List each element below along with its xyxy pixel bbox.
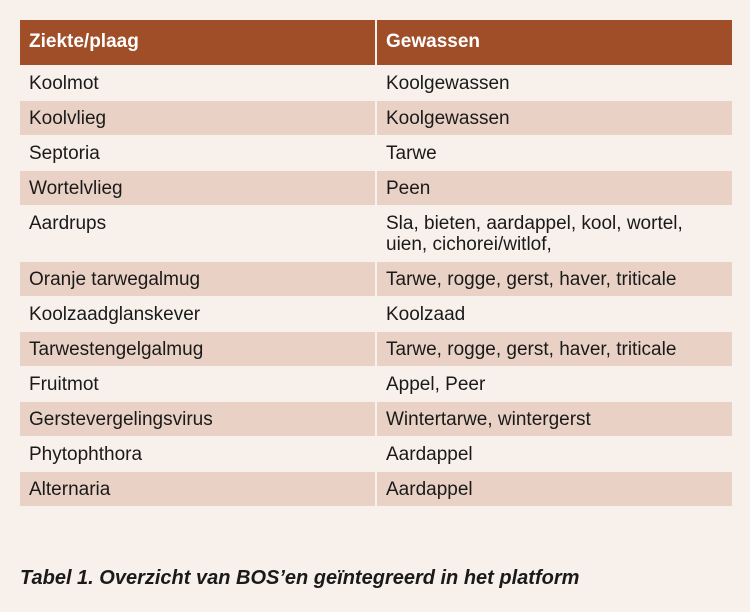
table-row: Aardrups Sla, bieten, aardappel, kool, w… — [20, 204, 732, 261]
table-row: Oranje tarwegalmug Tarwe, rogge, gerst, … — [20, 260, 732, 296]
cell-ziekte-plaag: Gerstevergelingsvirus — [20, 400, 377, 436]
cell-ziekte-plaag: Phytophthora — [20, 435, 377, 471]
cell-gewassen: Sla, bieten, aardappel, kool, wortel, ui… — [376, 204, 732, 261]
cell-ziekte-plaag: Fruitmot — [20, 365, 377, 401]
cell-gewassen: Wintertarwe, wintergerst — [376, 400, 732, 436]
cell-gewassen: Aardappel — [376, 435, 732, 471]
table-row: Koolvlieg Koolgewassen — [20, 99, 732, 135]
table-row: Koolzaadglanskever Koolzaad — [20, 295, 732, 331]
cell-ziekte-plaag: Tarwestengelgalmug — [20, 330, 377, 366]
data-table: Ziekte/plaag Gewassen Koolmot Koolgewass… — [20, 20, 732, 506]
cell-gewassen: Peen — [376, 169, 732, 205]
table-row: Tarwestengelgalmug Tarwe, rogge, gerst, … — [20, 330, 732, 366]
cell-gewassen: Koolgewassen — [376, 64, 732, 100]
table-row: Phytophthora Aardappel — [20, 435, 732, 471]
cell-ziekte-plaag: Oranje tarwegalmug — [20, 260, 377, 296]
cell-gewassen: Tarwe — [376, 134, 732, 170]
cell-gewassen: Koolzaad — [376, 295, 732, 331]
cell-ziekte-plaag: Koolzaadglanskever — [20, 295, 377, 331]
table-row: Koolmot Koolgewassen — [20, 64, 732, 100]
table-row: Septoria Tarwe — [20, 134, 732, 170]
column-header-gewassen: Gewassen — [376, 20, 732, 65]
cell-ziekte-plaag: Koolmot — [20, 64, 377, 100]
cell-gewassen: Appel, Peer — [376, 365, 732, 401]
cell-ziekte-plaag: Septoria — [20, 134, 377, 170]
cell-gewassen: Aardappel — [376, 470, 732, 506]
table-header-row: Ziekte/plaag Gewassen — [20, 20, 732, 65]
table-caption: Tabel 1. Overzicht van BOS’en geïntegree… — [20, 567, 580, 589]
cell-ziekte-plaag: Alternaria — [20, 470, 377, 506]
cell-ziekte-plaag: Aardrups — [20, 204, 377, 261]
cell-gewassen: Tarwe, rogge, gerst, haver, triticale — [376, 330, 732, 366]
table-row: Fruitmot Appel, Peer — [20, 365, 732, 401]
cell-ziekte-plaag: Wortelvlieg — [20, 169, 377, 205]
table-row: Alternaria Aardappel — [20, 470, 732, 506]
table-row: Wortelvlieg Peen — [20, 169, 732, 205]
table-row: Gerstevergelingsvirus Wintertarwe, winte… — [20, 400, 732, 436]
column-header-ziekte-plaag: Ziekte/plaag — [20, 20, 377, 65]
cell-gewassen: Koolgewassen — [376, 99, 732, 135]
cell-gewassen: Tarwe, rogge, gerst, haver, triticale — [376, 260, 732, 296]
cell-ziekte-plaag: Koolvlieg — [20, 99, 377, 135]
